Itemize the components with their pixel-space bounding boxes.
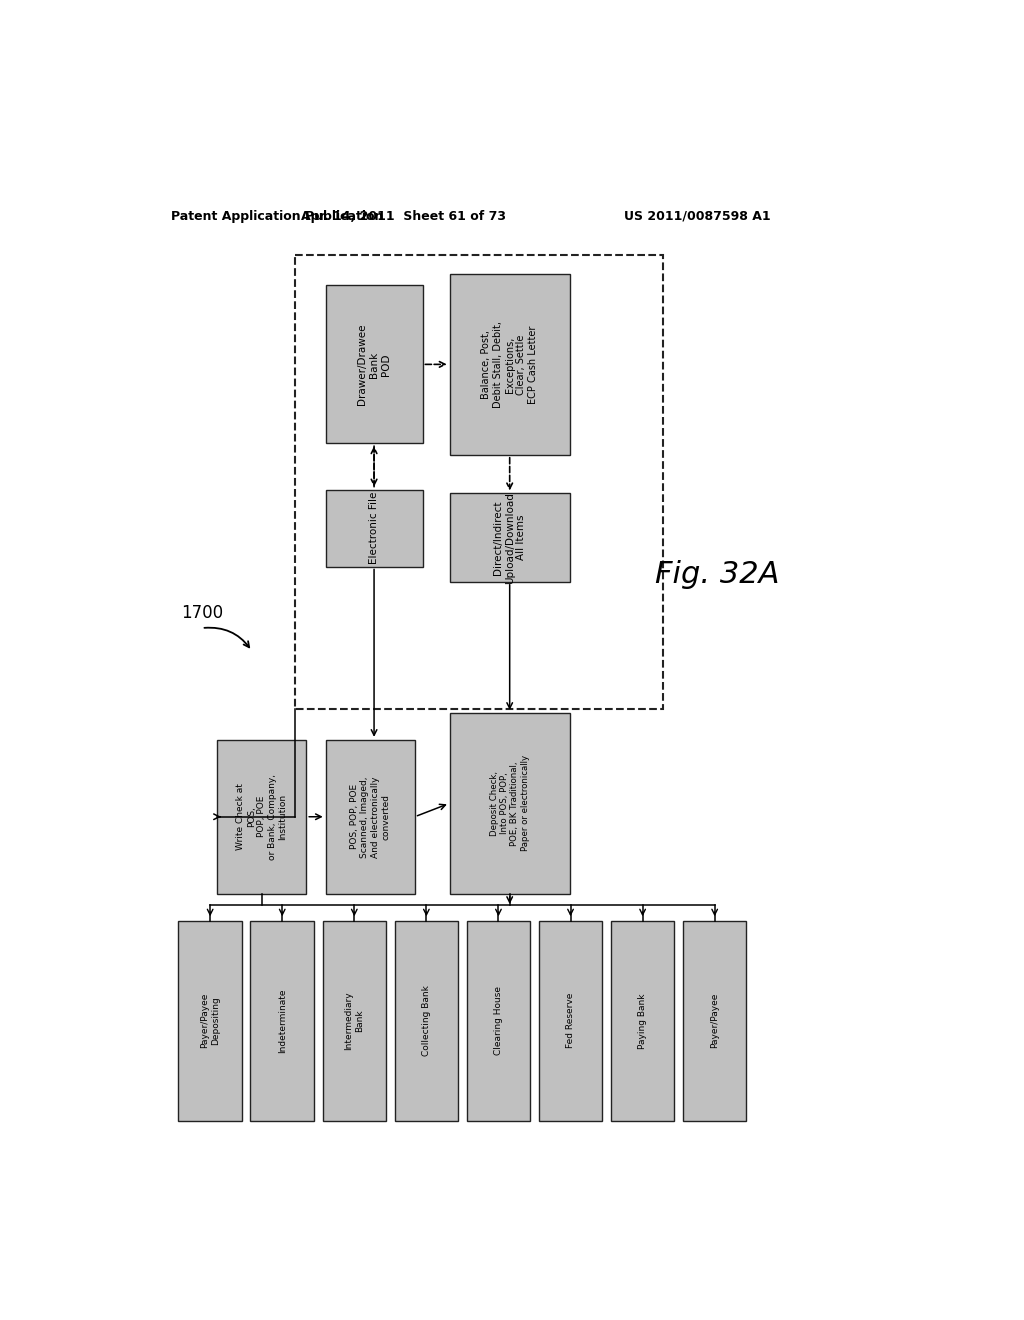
Text: Collecting Bank: Collecting Bank bbox=[422, 985, 431, 1056]
Text: Direct/Indirect
Upload/Download
All Items: Direct/Indirect Upload/Download All Item… bbox=[494, 491, 526, 583]
Bar bbox=[217, 739, 306, 894]
Bar bbox=[178, 921, 242, 1121]
Bar bbox=[467, 921, 530, 1121]
Text: Indeterminate: Indeterminate bbox=[278, 989, 287, 1053]
Bar bbox=[251, 921, 314, 1121]
Text: Paying Bank: Paying Bank bbox=[638, 993, 647, 1048]
Text: Electronic File: Electronic File bbox=[369, 492, 379, 564]
Text: Write Check at
POS,
POP, POE
or Bank, Company,
Institution: Write Check at POS, POP, POE or Bank, Co… bbox=[237, 774, 287, 859]
Text: 1700: 1700 bbox=[180, 603, 223, 622]
Text: Payer/Payee: Payer/Payee bbox=[711, 993, 719, 1048]
Bar bbox=[326, 285, 423, 444]
Text: Fed Reserve: Fed Reserve bbox=[566, 993, 575, 1048]
Text: Apr. 14, 2011  Sheet 61 of 73: Apr. 14, 2011 Sheet 61 of 73 bbox=[301, 210, 506, 223]
Text: Patent Application Publication: Patent Application Publication bbox=[171, 210, 383, 223]
Bar bbox=[323, 921, 386, 1121]
Bar bbox=[450, 275, 569, 455]
Bar bbox=[450, 494, 569, 582]
Bar bbox=[611, 921, 675, 1121]
Text: Deposit Check,
Into POS, POP,
POE, BK Traditional,
Paper or electronically: Deposit Check, Into POS, POP, POE, BK Tr… bbox=[489, 755, 529, 851]
Text: Fig. 32A: Fig. 32A bbox=[654, 560, 779, 589]
Text: US 2011/0087598 A1: US 2011/0087598 A1 bbox=[624, 210, 771, 223]
Text: Intermediary
Bank: Intermediary Bank bbox=[345, 991, 364, 1051]
Text: Drawer/Drawee
Bank
POD: Drawer/Drawee Bank POD bbox=[357, 323, 391, 405]
Bar bbox=[394, 921, 458, 1121]
Bar bbox=[326, 490, 423, 566]
Text: Clearing House: Clearing House bbox=[494, 986, 503, 1055]
Text: Payer/Payee
Depositing: Payer/Payee Depositing bbox=[201, 993, 220, 1048]
Bar bbox=[450, 713, 569, 894]
Bar bbox=[326, 739, 415, 894]
Bar bbox=[539, 921, 602, 1121]
Text: POS, POP, POE
Scanned, Imaged,
And electronically
converted: POS, POP, POE Scanned, Imaged, And elect… bbox=[350, 776, 390, 858]
Bar bbox=[295, 255, 663, 709]
Text: Balance, Post,
Debit Stall, Debit,
Exceptions,
Clear, Settle
ECP Cash Letter: Balance, Post, Debit Stall, Debit, Excep… bbox=[481, 321, 538, 408]
Bar bbox=[683, 921, 746, 1121]
